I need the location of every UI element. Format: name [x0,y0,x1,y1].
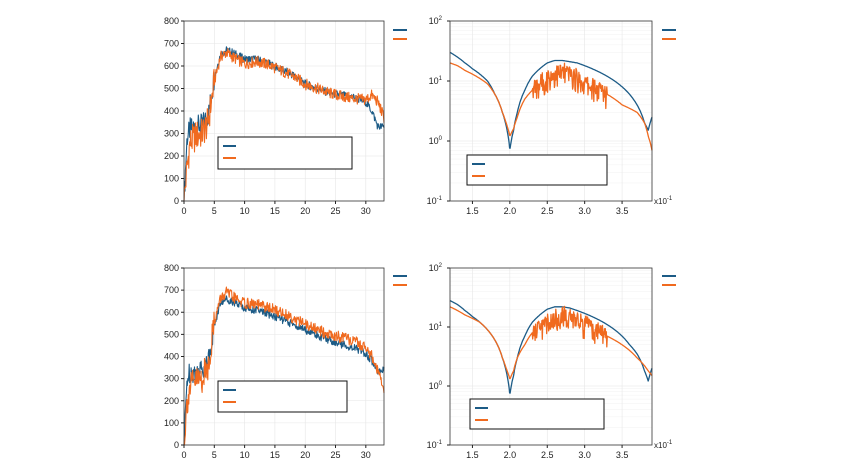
x-scale-multiplier: x10-1 [654,440,673,450]
x-tick-label: 2.5 [541,206,554,216]
x-tick-label: 20 [300,450,310,460]
x-tick-label: 25 [331,450,341,460]
y-tick-label: 800 [164,263,179,273]
x-tick-label: 10 [240,450,250,460]
x-tick-label: 3.5 [616,206,629,216]
series-line-2 [183,286,385,446]
legend-box [466,154,608,186]
y-tick-label: 0 [174,440,179,450]
x-tick-label: 3.0 [578,206,591,216]
x-tick-label: 1.5 [466,450,479,460]
x-tick-label: 15 [270,206,280,216]
y-tick-label: 300 [164,129,179,139]
y-tick-label: 101 [429,76,443,86]
legend-box [217,136,353,170]
y-tick-label: 200 [164,151,179,161]
series-line-1 [183,295,385,446]
y-tick-label: 800 [164,16,179,26]
legend-outside [393,275,407,286]
y-tick-label: 10-1 [427,440,443,450]
plot-frame [449,267,653,446]
plot-frame [449,20,653,202]
x-tick-label: 2.0 [504,450,517,460]
y-tick-label: 600 [164,61,179,71]
y-tick-label: 400 [164,106,179,116]
x-tick-label: 1.5 [466,206,479,216]
y-tick-label: 300 [164,374,179,384]
x-tick-label: 10 [240,206,250,216]
y-tick-label: 100 [164,418,179,428]
x-tick-label: 15 [270,450,280,460]
legend-outside [662,29,676,40]
x-tick-label: 0 [181,206,186,216]
x-tick-label: 5 [212,206,217,216]
chart-panel-bottom-right: 1.5 2.0 2.5 3.0 3.5 10-1 100 101 102 x10-1 [427,263,676,460]
y-tick-label: 700 [164,285,179,295]
series-line-1 [449,51,653,149]
legend-inside [217,380,348,413]
legend-inside [469,398,605,430]
y-tick-label: 500 [164,329,179,339]
y-tick-label: 10-1 [427,196,443,206]
x-tick-label: 30 [361,450,371,460]
legend-outside [662,275,676,286]
legend-box [469,398,605,430]
series-line-2 [183,48,385,202]
y-tick-label: 500 [164,84,179,94]
x-tick-label: 2.5 [541,450,554,460]
x-tick-label: 25 [331,206,341,216]
legend-inside [217,136,353,170]
y-tick-label: 100 [164,174,179,184]
y-tick-label: 400 [164,352,179,362]
y-tick-label: 102 [429,263,443,273]
x-tick-label: 20 [300,206,310,216]
series-line-2 [449,62,653,151]
x-tick-label: 3.5 [616,450,629,460]
y-tick-label: 102 [429,16,443,26]
legend-outside [393,29,407,40]
x-tick-label: 0 [181,450,186,460]
x-scale-multiplier: x10-1 [654,196,673,206]
y-tick-label: 100 [429,381,443,391]
y-tick-label: 0 [174,196,179,206]
chart-panel-top-right: 1.5 2.0 2.5 3.0 3.5 10-1 100 101 102 x10-1 [427,16,676,216]
x-tick-label: 30 [361,206,371,216]
series-line-2 [449,305,653,380]
x-tick-label: 5 [212,450,217,460]
y-tick-label: 200 [164,396,179,406]
y-tick-label: 600 [164,307,179,317]
y-tick-label: 100 [429,136,443,146]
x-tick-label: 2.0 [504,206,517,216]
y-tick-label: 700 [164,39,179,49]
legend-box [217,380,348,413]
legend-inside [466,154,608,186]
x-tick-label: 3.0 [578,450,591,460]
y-tick-label: 101 [429,322,443,332]
